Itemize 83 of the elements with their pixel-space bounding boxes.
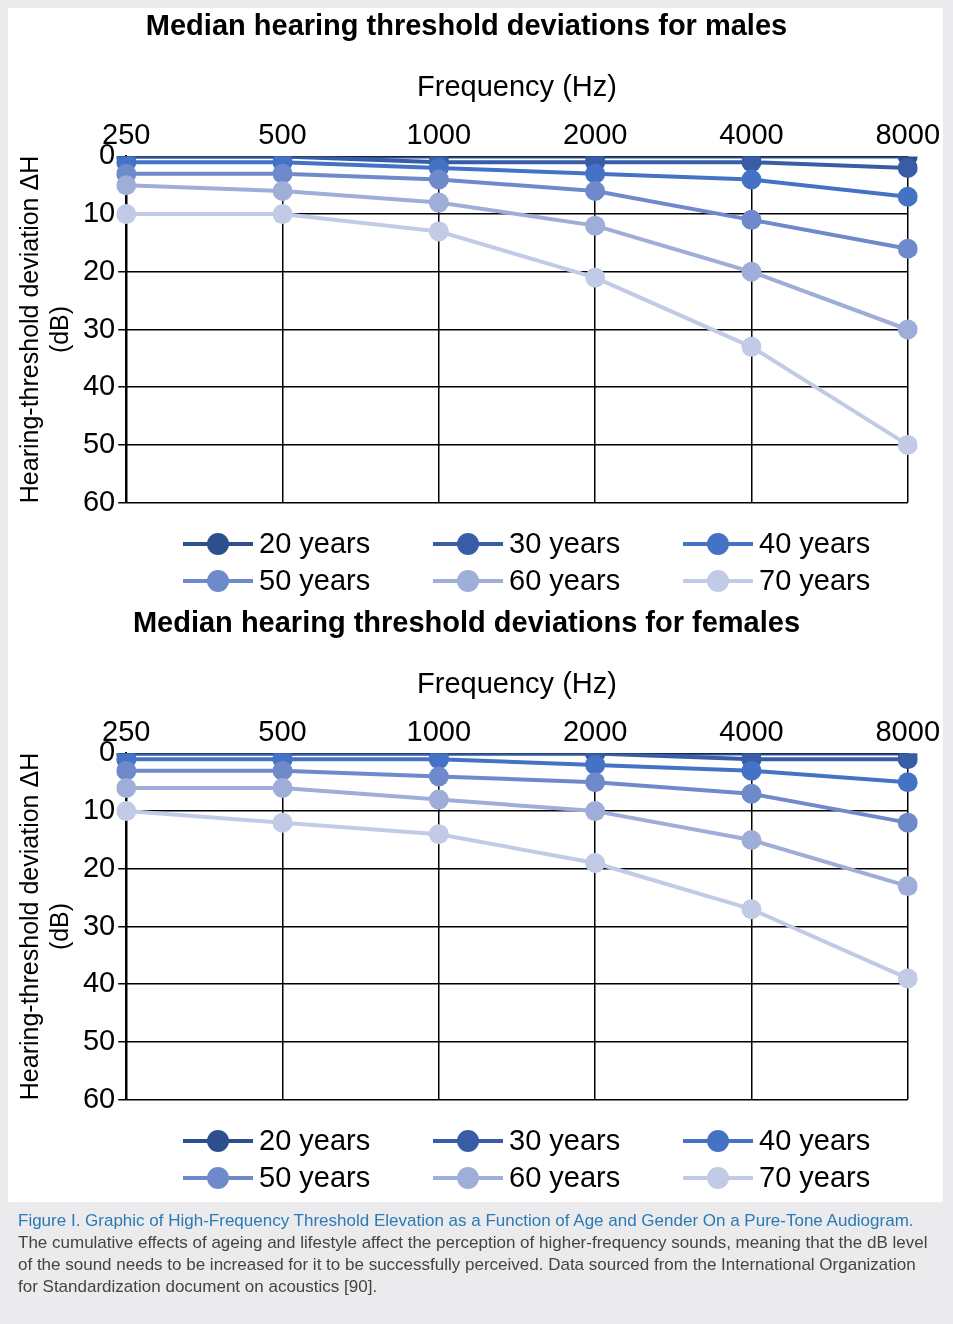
- point: [116, 778, 137, 799]
- point: [741, 783, 762, 804]
- x-tick-label: 4000: [719, 118, 784, 150]
- point: [116, 801, 137, 822]
- point: [272, 204, 293, 225]
- point: [272, 181, 293, 202]
- point: [741, 209, 762, 230]
- point: [741, 336, 762, 357]
- point: [272, 812, 293, 833]
- point: [585, 215, 606, 236]
- point: [897, 812, 918, 833]
- point: [897, 434, 918, 455]
- point: [116, 204, 137, 225]
- legend-label: 70 years: [759, 1161, 871, 1194]
- y-tick-label: 60: [82, 1081, 116, 1114]
- chart-title: Median hearing threshold deviations for females: [132, 606, 801, 639]
- legend-label: 30 years: [509, 527, 621, 560]
- point: [428, 824, 449, 845]
- point: [741, 899, 762, 920]
- point: [897, 968, 918, 989]
- y-axis-title: Hearing-threshold deviation ΔH (dB): [14, 752, 73, 1101]
- point: [272, 778, 293, 799]
- legend-label: 60 years: [509, 1161, 621, 1194]
- point: [897, 772, 918, 793]
- y-tick-label: 40: [82, 966, 116, 999]
- x-tick-label: 500: [258, 715, 307, 747]
- point: [428, 221, 449, 242]
- point: [585, 853, 606, 874]
- text: The cumulative effects of ageing and lifestyle affect the perception of higher-frequency sounds, meaning that the dB level of the sound needs to be increased for it to be successfully perceived. Data sourced from the International Organization for Standardization document on acoustics [90].: [18, 1233, 928, 1296]
- point: [428, 192, 449, 213]
- point: [585, 801, 606, 822]
- point: [741, 261, 762, 282]
- point: [585, 163, 606, 184]
- point: [897, 186, 918, 207]
- y-axis-title: Hearing-threshold deviation ΔH (dB): [14, 155, 73, 504]
- point: [741, 169, 762, 190]
- point: [741, 760, 762, 781]
- legend-label: 40 years: [759, 1124, 871, 1157]
- x-tick-label: 8000: [875, 715, 940, 747]
- y-tick-label: 50: [82, 426, 116, 459]
- point: [272, 163, 293, 184]
- y-tick-label: 10: [82, 793, 116, 826]
- y-tick-label: 30: [82, 311, 116, 344]
- point: [272, 760, 293, 781]
- point: [116, 760, 137, 781]
- x-axis-title: Frequency (Hz): [417, 667, 617, 700]
- chart-title: Median hearing threshold deviations for males: [145, 9, 788, 42]
- x-tick-label: 4000: [719, 715, 784, 747]
- x-axis-title: Frequency (Hz): [417, 70, 617, 103]
- x-tick-label: 2000: [562, 715, 628, 747]
- point: [428, 789, 449, 810]
- x-tick-label: 8000: [875, 118, 940, 150]
- legend-label: 50 years: [259, 564, 371, 597]
- x-tick-label: 1000: [406, 118, 472, 150]
- point: [428, 766, 449, 787]
- legend-label: 70 years: [759, 564, 871, 597]
- point: [897, 238, 918, 259]
- point: [585, 754, 606, 775]
- y-tick-label: 20: [82, 850, 116, 883]
- legend-label: 30 years: [509, 1124, 621, 1157]
- point: [585, 181, 606, 202]
- y-tick-label: 10: [82, 196, 116, 229]
- legend-label: 50 years: [259, 1161, 371, 1194]
- point: [428, 169, 449, 190]
- x-tick-label: 2000: [562, 118, 628, 150]
- legend-label: 20 years: [259, 527, 371, 560]
- point: [585, 772, 606, 793]
- y-tick-label: 60: [82, 484, 116, 517]
- point: [897, 319, 918, 340]
- y-tick-label: 50: [82, 1023, 116, 1056]
- point: [897, 876, 918, 897]
- legend-label: 20 years: [259, 1124, 371, 1157]
- x-tick-label: 500: [258, 118, 307, 150]
- point: [116, 175, 137, 196]
- point: [585, 267, 606, 288]
- x-tick-label: 1000: [406, 715, 472, 747]
- point: [741, 829, 762, 850]
- y-tick-label: 40: [82, 369, 116, 402]
- y-tick-label: 30: [82, 908, 116, 941]
- y-tick-label: 20: [82, 253, 116, 286]
- text: Figure I. Graphic of High-Frequency Threshold Elevation as a Function of Age and Gender On a Pure-Tone Audiogram.: [18, 1211, 914, 1230]
- legend-label: 40 years: [759, 527, 871, 560]
- legend-label: 60 years: [509, 564, 621, 597]
